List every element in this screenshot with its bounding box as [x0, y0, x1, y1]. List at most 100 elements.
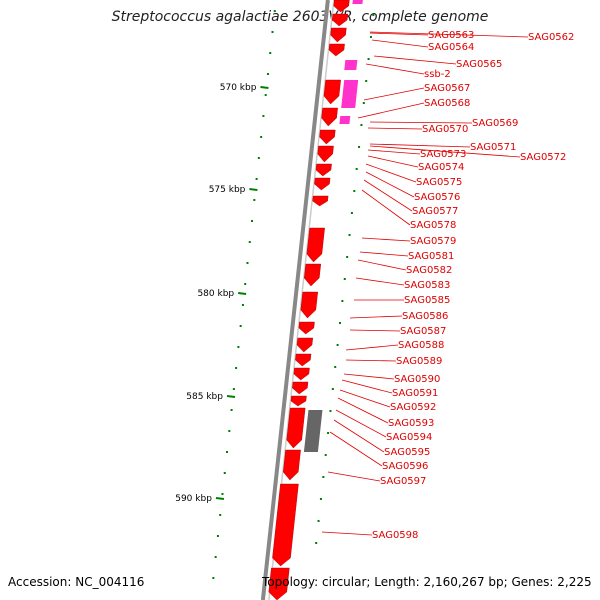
gene-arrow — [319, 129, 336, 145]
leader-line — [321, 531, 373, 536]
gene-label[interactable]: SAG0578 — [410, 220, 456, 231]
inner-tick — [348, 234, 351, 236]
feature-block — [341, 80, 359, 108]
gene-label[interactable]: SAG0595 — [384, 447, 430, 458]
minor-tick — [212, 577, 215, 579]
leader-line — [329, 431, 383, 467]
inner-tick — [338, 322, 341, 324]
gene-label[interactable]: SAG0587 — [400, 326, 446, 337]
label-leaders — [321, 31, 529, 536]
gene-label[interactable]: SAG0583 — [404, 280, 450, 291]
minor-tick — [273, 10, 276, 12]
feature-track — [268, 0, 363, 600]
inner-tick — [327, 432, 330, 434]
accession-text: Accession: NC_004116 — [8, 575, 145, 589]
gene-label[interactable]: SAG0581 — [408, 251, 454, 262]
gene-label[interactable]: SAG0562 — [528, 32, 574, 43]
map-title: Streptococcus agalactiae 2603V/R, comple… — [111, 9, 489, 25]
minor-tick — [264, 94, 267, 96]
gene-arrow — [317, 145, 334, 163]
gene-label[interactable]: SAG0585 — [404, 295, 450, 306]
leader-line — [367, 127, 423, 130]
gene-label[interactable]: SAG0597 — [380, 476, 426, 487]
major-tick — [238, 292, 247, 295]
gene-label[interactable]: SAG0568 — [424, 98, 470, 109]
gene-label[interactable]: SAG0582 — [406, 265, 452, 276]
inner-tick — [367, 58, 370, 60]
inner-tick — [346, 256, 349, 258]
minor-tick — [230, 409, 233, 411]
scale-label: 575 kbp — [209, 185, 246, 195]
leader-line — [349, 329, 401, 332]
gene-label[interactable]: SAG0569 — [472, 118, 518, 129]
leader-line — [335, 409, 387, 438]
gene-label[interactable]: SAG0571 — [470, 142, 516, 153]
gene-label[interactable]: SAG0586 — [402, 311, 448, 322]
leader-line — [363, 179, 413, 212]
gene-label[interactable]: SAG0564 — [428, 42, 474, 53]
minor-tick — [253, 199, 256, 201]
gene-label[interactable]: SAG0593 — [388, 418, 434, 429]
gene-label[interactable]: SAG0573 — [420, 149, 466, 160]
gene-label[interactable]: SAG0570 — [422, 124, 468, 135]
minor-tick — [269, 52, 272, 54]
gene-label[interactable]: SAG0579 — [410, 236, 456, 247]
gene-arrow — [292, 381, 309, 395]
minor-tick — [248, 241, 251, 243]
inner-tick — [362, 102, 365, 104]
gene-label[interactable]: SAG0592 — [390, 402, 436, 413]
gene-label[interactable]: SAG0591 — [392, 388, 438, 399]
gene-label[interactable]: SAG0589 — [396, 356, 442, 367]
major-tick — [249, 188, 258, 191]
gene-label[interactable]: SAG0575 — [416, 177, 462, 188]
leader-line — [369, 31, 529, 38]
minor-tick — [216, 535, 219, 537]
inner-tick — [334, 366, 337, 368]
gene-label[interactable]: SAG0588 — [398, 340, 444, 351]
leader-line — [339, 389, 391, 408]
gene-arrow — [283, 449, 301, 481]
inner-tick — [372, 14, 375, 16]
gene-label[interactable]: SAG0576 — [414, 192, 460, 203]
gene-arrow — [312, 195, 329, 207]
gene-label[interactable]: SAG0594 — [386, 432, 432, 443]
inner-tick — [315, 542, 318, 544]
gene-label[interactable]: SAG0590 — [394, 374, 440, 385]
scale-label: 570 kbp — [220, 83, 257, 93]
gene-arrow — [331, 13, 349, 27]
inner-tick — [329, 410, 332, 412]
gene-arrow — [321, 107, 338, 127]
minor-tick — [235, 367, 238, 369]
gene-arrow — [286, 407, 306, 449]
gene-label[interactable]: SAG0567 — [424, 83, 470, 94]
inner-tick — [355, 168, 358, 170]
minor-tick — [237, 346, 240, 348]
scale-label: 585 kbp — [186, 392, 223, 402]
leader-line — [369, 143, 471, 148]
gene-label[interactable]: SAG0565 — [456, 59, 502, 70]
leader-line — [369, 145, 521, 158]
gene-label[interactable]: SAG0563 — [428, 30, 474, 41]
inner-tick — [336, 344, 339, 346]
inner-tick — [343, 278, 346, 280]
leader-line — [357, 102, 425, 119]
inner-tick — [350, 212, 353, 214]
minor-tick — [255, 178, 258, 180]
leader-line — [359, 251, 409, 257]
gene-label[interactable]: ssb-2 — [424, 69, 451, 80]
leader-line — [361, 189, 411, 226]
gene-label[interactable]: SAG0572 — [520, 152, 566, 163]
inner-tick — [365, 80, 368, 82]
leader-line — [365, 171, 415, 198]
leader-line — [349, 315, 403, 319]
scale-labels: 570 kbp 575 kbp 580 kbp 585 kbp 590 kbp — [175, 83, 256, 504]
inner-tick — [324, 454, 327, 456]
gene-label[interactable]: SAG0577 — [412, 206, 458, 217]
leader-line — [355, 277, 405, 286]
leader-line — [327, 471, 381, 482]
gene-label[interactable]: SAG0598 — [372, 530, 418, 541]
leader-line — [367, 155, 419, 168]
minor-tick — [244, 283, 247, 285]
gene-label[interactable]: SAG0574 — [418, 162, 464, 173]
gene-label[interactable]: SAG0596 — [382, 461, 428, 472]
